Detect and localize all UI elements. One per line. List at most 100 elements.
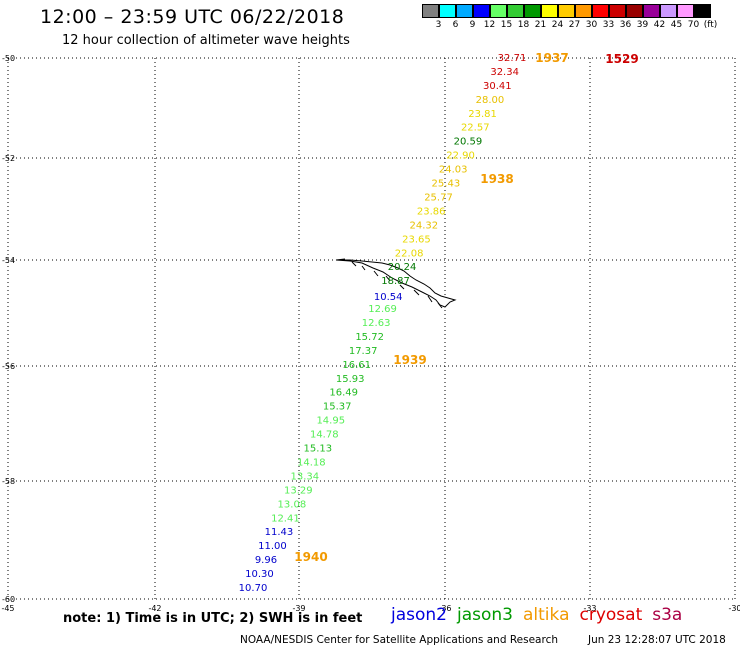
wave-height-value: 16.49 [329,388,358,399]
legend-swatch [455,4,473,18]
wave-height-value: 23.81 [468,109,497,120]
legend-swatch [421,4,439,18]
map-grid [7,57,736,600]
color-legend: 3 6 9 12 15 18 21 24 27 30 33 36 39 42 45 70 (ft) [421,4,717,30]
longitude-label: -39 [292,604,305,613]
legend-swatch [625,4,643,18]
wave-height-value: 13.29 [284,485,313,496]
wave-height-value: 24.32 [410,220,439,231]
latitude-label: -54 [2,256,15,265]
pass-time-labels: 1937 1938 1939 1940 1529 [294,51,638,564]
legend-swatch [591,4,609,18]
legend-tick: 3 [435,20,442,30]
satellite-label: jason3 [457,605,513,625]
legend-cell: 24 [540,4,563,30]
wave-height-value: 30.41 [483,81,512,92]
legend-tick: 15 [500,20,513,30]
satellite-label: altika [523,605,570,625]
legend-swatch [659,4,677,18]
wave-height-value: 15.93 [336,374,365,385]
wave-height-value: 11.43 [265,527,294,538]
wave-height-value: 9.96 [255,555,277,566]
legend-tick: 12 [483,20,496,30]
latitude-label: -58 [2,477,15,486]
legend-swatch [506,4,524,18]
footer-credit: NOAA/NESDIS Center for Satellite Applica… [240,634,726,646]
legend-cell: 18 [506,4,529,30]
legend-tick: 6 [452,20,459,30]
legend-tick: 42 [653,20,666,30]
wave-height-value: 12.41 [271,513,300,524]
pass-time-label: 1940 [294,550,327,564]
legend-tick: 30 [585,20,598,30]
longitude-labels: -45 -42 -39 -36 -33 -30 [1,604,740,613]
wave-height-value: 32.34 [490,67,519,78]
legend-swatch [676,4,694,18]
legend-swatch [489,4,507,18]
legend-cell: 15 [489,4,512,30]
wave-height-value: 25.77 [424,192,453,203]
wave-height-value: 14.18 [297,457,326,468]
footnote: note: 1) Time is in UTC; 2) SWH is in fe… [63,611,363,626]
map-subtitle: 12 hour collection of altimeter wave hei… [62,33,350,48]
legend-tick: 9 [469,20,476,30]
latitude-label: -50 [2,54,15,63]
wave-height-value: 28.00 [476,95,505,106]
south-georgia-coastline [335,259,457,308]
longitude-label: -42 [148,604,161,613]
legend-swatch [523,4,541,18]
pass-time-label: 1939 [393,353,426,367]
legend-cell: 12 [472,4,495,30]
legend-tick: 21 [534,20,547,30]
legend-swatch [472,4,490,18]
pass-time-label: 1937 [535,51,568,65]
wave-height-value: 11.00 [258,541,287,552]
legend-cell: 36 [608,4,631,30]
legend-tick: 39 [636,20,649,30]
legend-tick: 18 [517,20,530,30]
latitude-label: -52 [2,154,15,163]
legend-tick: (ft) [703,20,718,30]
legend-cell: 27 [557,4,580,30]
satellite-label: jason2 [391,605,447,625]
wave-height-value: 15.72 [355,332,384,343]
wave-height-value: 23.86 [417,206,446,217]
wave-height-value: 12.69 [368,304,397,315]
wave-height-value: 15.13 [303,444,332,455]
legend-swatch [574,4,592,18]
legend-swatch [693,4,711,18]
latitude-label: -56 [2,362,15,371]
legend-tick: 70 [687,20,700,30]
wave-height-value: 22.08 [395,248,424,259]
satellite-label: s3a [652,605,683,625]
longitude-label: -30 [728,604,740,613]
wave-height-value: 12.63 [362,318,391,329]
wave-height-value: 24.03 [439,165,468,176]
wave-height-value: 22.90 [446,151,475,162]
footer-agency: NOAA/NESDIS Center for Satellite Applica… [240,634,558,646]
legend-tick: 36 [619,20,632,30]
legend-swatch [540,4,558,18]
wave-height-value: 23.65 [402,234,431,245]
legend-tick: 33 [602,20,615,30]
legend-tick: 45 [670,20,683,30]
legend-cell: 30 [574,4,597,30]
legend-swatch [608,4,626,18]
legend-tick: 24 [551,20,564,30]
legend-cell: 70 [676,4,699,30]
wave-height-value: 20.59 [454,137,483,148]
pass-time-label: 1938 [480,172,513,186]
wave-height-value: 13.08 [278,499,307,510]
satellite-key: jason2 jason3 altika cryosat s3a [391,605,682,625]
wave-height-value: 10.30 [245,569,274,580]
wave-height-value: 10.54 [374,292,403,303]
footer-timestamp: Jun 23 12:28:07 UTC 2018 [588,634,726,646]
legend-cell: (ft) [693,4,717,30]
wave-height-value: 22.57 [461,123,490,134]
wave-height-value: 10.70 [239,583,268,594]
latitude-labels: -50 -52 -54 -56 -58 -60 [2,54,15,604]
wave-height-value: 17.37 [349,346,378,357]
legend-cell: 45 [659,4,682,30]
legend-cell: 6 [438,4,458,30]
